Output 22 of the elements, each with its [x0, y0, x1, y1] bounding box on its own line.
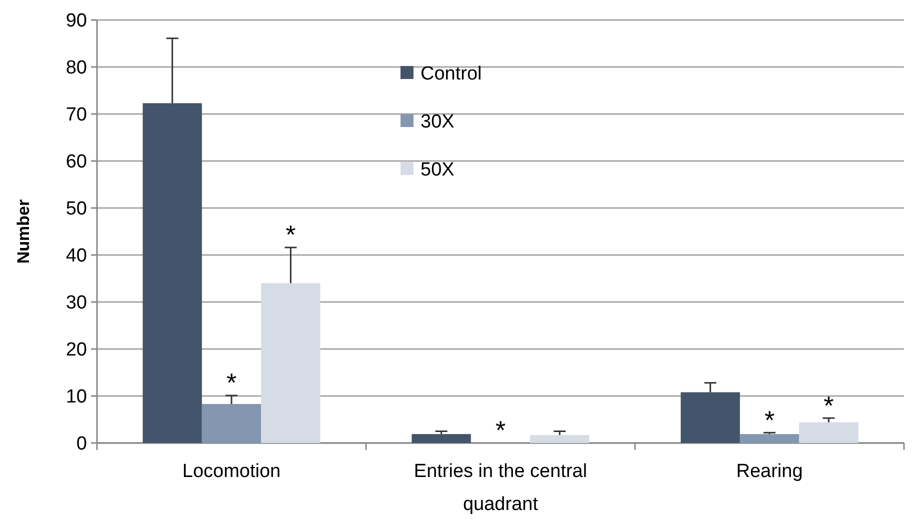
y-axis-title: Number	[14, 199, 33, 264]
data-label: *	[764, 404, 775, 435]
x-tick-label: Entries in the central quadrant	[414, 461, 588, 515]
y-tick-label: 80	[66, 58, 87, 79]
y-tick-label: 0	[76, 434, 87, 455]
y-tick-label: 20	[66, 340, 87, 361]
y-tick-label: 50	[66, 198, 87, 220]
data-label: *	[286, 220, 296, 250]
legend-label: 50X	[420, 160, 455, 181]
y-tick-label: 60	[66, 152, 87, 173]
legend-label: Control	[420, 64, 482, 85]
y-tick-label: 70	[66, 104, 87, 126]
y-tick-label: 40	[66, 246, 87, 267]
legend-label: 30X	[420, 112, 455, 133]
y-tick-label: 10	[66, 386, 87, 408]
y-tick-label: 30	[66, 292, 87, 314]
x-tick-label: Rearing	[736, 461, 803, 482]
data-label: *	[824, 390, 834, 420]
x-tick-label: Locomotion	[182, 461, 281, 482]
data-label: *	[226, 368, 237, 398]
data-label: *	[495, 415, 506, 446]
y-tick-label: 90	[66, 10, 87, 32]
